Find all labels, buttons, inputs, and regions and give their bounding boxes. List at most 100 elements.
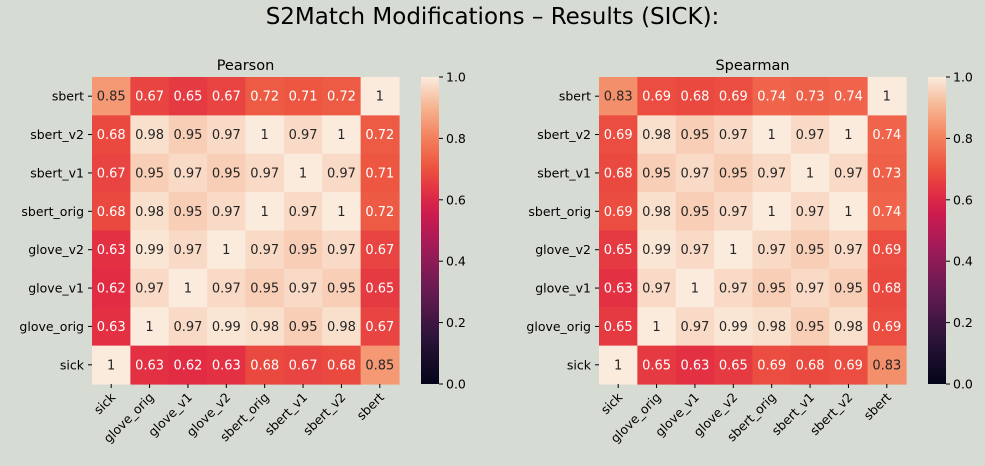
heatmap-cell xyxy=(92,345,131,385)
cell-value-label: 0.67 xyxy=(212,90,241,105)
cell-value-label: 1 xyxy=(768,205,776,220)
cell-value-label: 0.95 xyxy=(796,320,825,335)
cell-value-label: 0.85 xyxy=(97,90,126,105)
colorbar-tick-label: 0.8 xyxy=(953,131,973,146)
heatmap-cell xyxy=(752,115,792,155)
cell-value-label: 1 xyxy=(107,358,115,373)
cell-value-label: 0.95 xyxy=(757,282,786,297)
heatmap-cell xyxy=(245,307,285,347)
y-tick-label: sbert_v1 xyxy=(537,165,591,180)
heatmap-cell xyxy=(637,268,677,308)
cell-value-label: 0.95 xyxy=(289,243,318,258)
cell-value-label: 0.69 xyxy=(834,358,863,373)
cell-value-label: 1 xyxy=(844,205,852,220)
cell-value-label: 1 xyxy=(691,282,699,297)
heatmap-cell xyxy=(207,115,247,155)
cell-value-label: 0.69 xyxy=(604,128,633,143)
cell-value-label: 0.97 xyxy=(173,243,202,258)
cell-value-label: 0.83 xyxy=(872,358,901,373)
cell-value-label: 0.95 xyxy=(327,282,356,297)
cell-value-label: 0.98 xyxy=(642,128,671,143)
heatmap-cell xyxy=(207,192,247,232)
cell-value-label: 0.97 xyxy=(173,320,202,335)
cell-value-label: 0.97 xyxy=(212,128,241,143)
y-tick-label: sbert_orig xyxy=(528,204,591,219)
cell-value-label: 1 xyxy=(729,243,737,258)
heatmap-cell xyxy=(92,268,131,308)
heatmap-cell xyxy=(130,345,170,385)
cell-value-label: 0.63 xyxy=(680,358,709,373)
heatmap-cell xyxy=(752,268,792,308)
heatmap-cell xyxy=(168,192,208,232)
cell-value-label: 0.69 xyxy=(872,243,901,258)
heatmap-cell xyxy=(790,153,830,193)
cell-value-label: 0.74 xyxy=(757,90,786,105)
heatmap-cell xyxy=(283,153,323,193)
heatmap-cell xyxy=(168,115,208,155)
cell-value-label: 0.97 xyxy=(796,282,825,297)
colorbar-tick-label: 0.2 xyxy=(953,315,973,330)
heatmap-cell xyxy=(829,268,869,308)
heatmap-cell xyxy=(322,230,362,270)
heatmap-cell xyxy=(714,192,754,232)
cell-value-label: 0.68 xyxy=(796,358,825,373)
colorbar-tick-label: 0.2 xyxy=(446,315,466,330)
cell-value-label: 0.67 xyxy=(365,243,394,258)
cell-value-label: 0.62 xyxy=(97,282,126,297)
x-tick-label: sbert_v2 xyxy=(300,390,349,439)
heatmap-cell xyxy=(360,230,400,270)
cell-value-label: 0.95 xyxy=(680,205,709,220)
heatmap-cell xyxy=(130,230,170,270)
heatmap-cell xyxy=(92,77,131,116)
cell-value-label: 0.62 xyxy=(173,358,202,373)
cell-value-label: 0.65 xyxy=(604,320,633,335)
heatmap-cell xyxy=(829,192,869,232)
heatmap-cell xyxy=(637,77,677,116)
cell-value-label: 1 xyxy=(337,205,345,220)
heatmap-cell xyxy=(790,192,830,232)
heatmap-cell xyxy=(245,153,285,193)
cell-value-label: 0.73 xyxy=(872,166,901,181)
cell-value-label: 1 xyxy=(652,320,660,335)
heatmap-cell xyxy=(714,345,754,385)
heatmap-cell xyxy=(752,153,792,193)
cell-value-label: 0.97 xyxy=(719,282,748,297)
cell-value-label: 0.63 xyxy=(97,243,126,258)
cell-value-label: 0.97 xyxy=(796,205,825,220)
cell-value-label: 0.63 xyxy=(604,282,633,297)
heatmap-cell xyxy=(790,115,830,155)
y-tick-label: sbert_v2 xyxy=(537,127,591,142)
heatmap-cell xyxy=(867,153,907,193)
heatmap-cell xyxy=(599,307,638,347)
cell-value-label: 0.95 xyxy=(719,166,748,181)
cell-value-label: 0.95 xyxy=(135,166,164,181)
heatmap-cell xyxy=(207,345,247,385)
heatmap-cell xyxy=(207,77,247,116)
y-tick-label: sbert_orig xyxy=(21,204,84,219)
cell-value-label: 0.97 xyxy=(212,282,241,297)
heatmap-cell xyxy=(130,153,170,193)
heatmap-cell xyxy=(829,115,869,155)
heatmap-cell xyxy=(245,268,285,308)
x-tick-label: sbert_v2 xyxy=(807,390,856,439)
colorbar-tick-label: 0.8 xyxy=(446,131,466,146)
y-tick-label: sbert_v1 xyxy=(30,165,84,180)
cell-value-label: 0.97 xyxy=(173,166,202,181)
cell-value-label: 0.74 xyxy=(872,205,901,220)
figure-title: S2Match Modifications – Results (SICK): xyxy=(265,4,720,30)
panel-title: Pearson xyxy=(217,58,275,74)
cell-value-label: 0.99 xyxy=(719,320,748,335)
cell-value-label: 0.97 xyxy=(135,282,164,297)
cell-value-label: 0.68 xyxy=(327,358,356,373)
heatmap-cell xyxy=(599,230,638,270)
cell-value-label: 0.97 xyxy=(327,243,356,258)
x-tick-label: sbert xyxy=(354,389,387,422)
heatmap-cell xyxy=(322,77,362,116)
cell-value-label: 1 xyxy=(614,358,622,373)
heatmap-cell xyxy=(130,192,170,232)
heatmap-cell xyxy=(637,230,677,270)
heatmap-cell xyxy=(675,115,715,155)
heatmap-cell xyxy=(675,77,715,116)
heatmap-cell xyxy=(168,230,208,270)
